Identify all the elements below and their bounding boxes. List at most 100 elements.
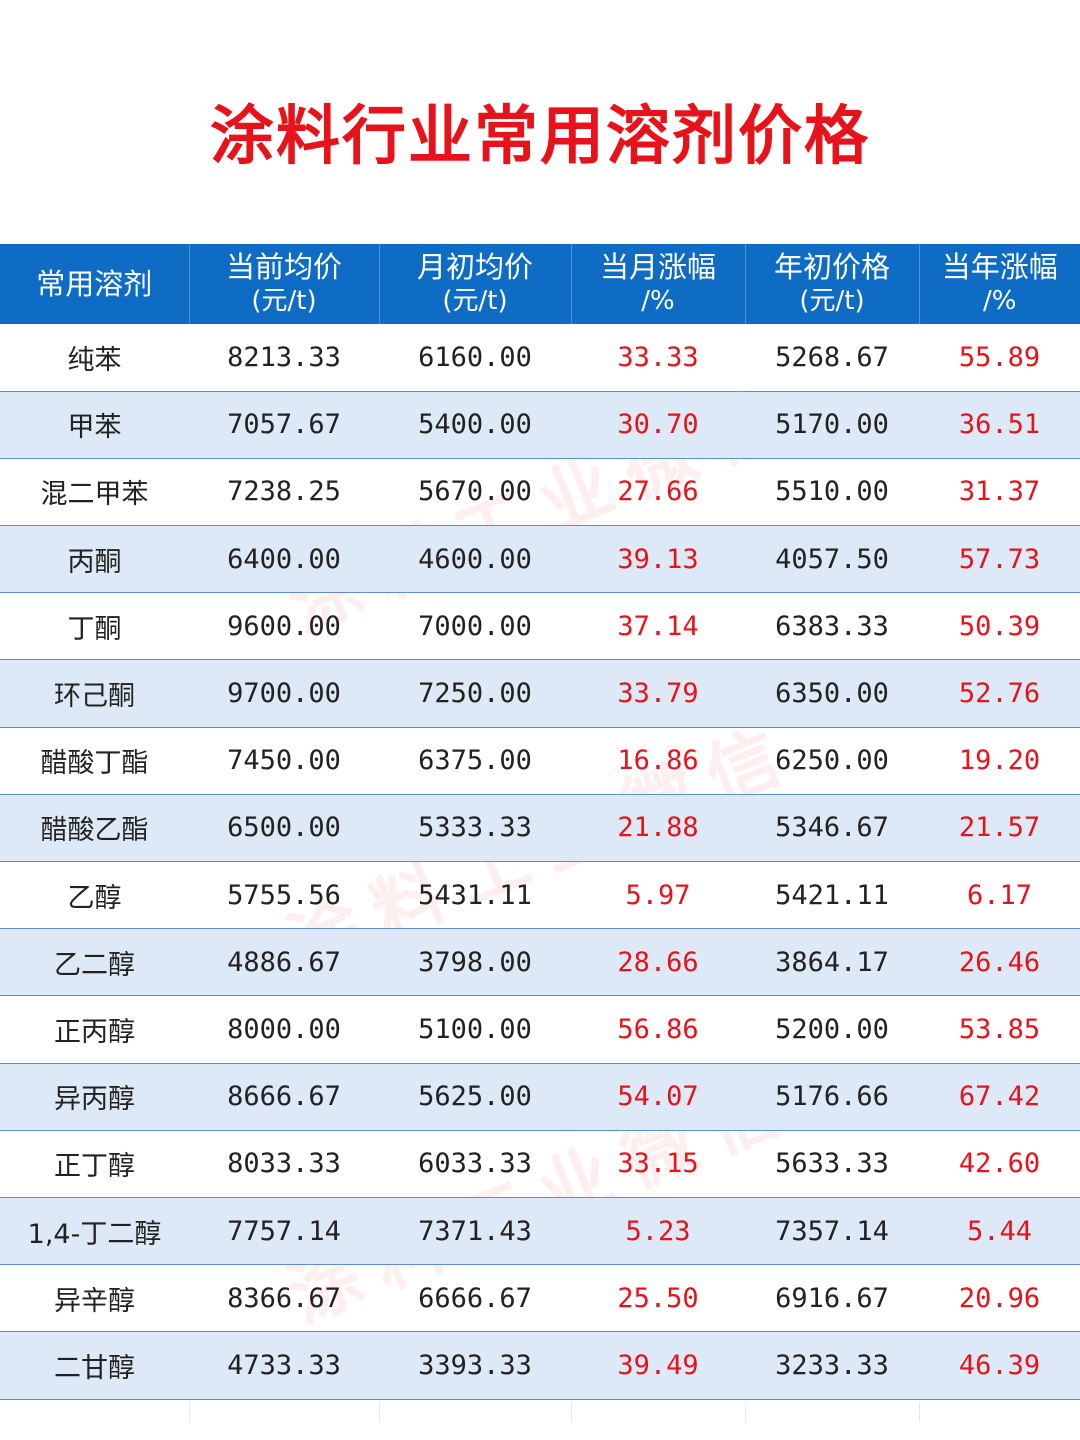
cell-year-change: 52.76: [919, 659, 1080, 728]
cell-month-change: 5.23: [571, 1197, 745, 1266]
cell-month-change: 39.49: [571, 1331, 745, 1400]
cell-year-change: 20.96: [919, 1264, 1080, 1333]
cell-solvent-name: 异辛醇: [0, 1264, 189, 1333]
cell-year-start-price: 3233.33: [745, 1331, 919, 1400]
cell-month-start-price: 6375.00: [379, 727, 571, 795]
column-divider: [919, 1402, 920, 1422]
cell-solvent-name: 异丙醇: [0, 1063, 189, 1131]
table-row: 醋酸丁酯 7450.00 6375.00 16.86 6250.00 19.20: [0, 727, 1080, 795]
cell-year-start-price: 5268.67: [745, 324, 919, 392]
cell-month-start-price: 5100.00: [379, 995, 571, 1064]
table-row: 醋酸乙酯 6500.00 5333.33 21.88 5346.67 21.57: [0, 794, 1080, 863]
table-row: 正丁醇 8033.33 6033.33 33.15 5633.33 42.60: [0, 1130, 1080, 1198]
cell-month-change: 5.97: [571, 861, 745, 930]
cell-current-price: 8033.33: [189, 1130, 379, 1198]
cell-current-price: 5755.56: [189, 861, 379, 930]
cell-month-start-price: 4600.00: [379, 525, 571, 594]
cell-solvent-name: 丙酮: [0, 525, 189, 594]
cell-year-start-price: 5421.11: [745, 861, 919, 930]
cell-month-start-price: 6160.00: [379, 324, 571, 392]
cell-solvent-name: 乙醇: [0, 861, 189, 930]
cell-current-price: 8213.33: [189, 324, 379, 392]
page-title: 涂料行业常用溶剂价格: [210, 100, 870, 174]
cell-month-change: 33.15: [571, 1130, 745, 1198]
cell-month-change: 33.33: [571, 324, 745, 392]
cell-solvent-name: 正丙醇: [0, 995, 189, 1064]
table-row: 正丙醇 8000.00 5100.00 56.86 5200.00 53.85: [0, 995, 1080, 1064]
cell-year-change: 19.20: [919, 727, 1080, 795]
cell-year-change: 21.57: [919, 794, 1080, 863]
cell-current-price: 9700.00: [189, 659, 379, 728]
cell-current-price: 8000.00: [189, 995, 379, 1064]
cell-month-start-price: 5431.11: [379, 861, 571, 930]
cell-current-price: 7450.00: [189, 727, 379, 795]
cell-year-change: 6.17: [919, 861, 1080, 930]
cell-current-price: 7057.67: [189, 391, 379, 459]
cell-month-change: 21.88: [571, 794, 745, 863]
table-row: 乙醇 5755.56 5431.11 5.97 5421.11 6.17: [0, 861, 1080, 930]
cell-current-price: 7757.14: [189, 1197, 379, 1266]
cell-year-start-price: 4057.50: [745, 525, 919, 594]
header-year-start-price: 年初价格 (元/t): [745, 244, 920, 324]
cell-year-start-price: 5510.00: [745, 458, 919, 527]
cell-year-change: 26.46: [919, 928, 1080, 997]
cell-month-change: 39.13: [571, 525, 745, 594]
cell-year-start-price: 5633.33: [745, 1130, 919, 1198]
cell-current-price: 6400.00: [189, 525, 379, 594]
cell-month-change: 28.66: [571, 928, 745, 997]
cell-month-change: 16.86: [571, 727, 745, 795]
cell-solvent-name: 醋酸丁酯: [0, 727, 189, 795]
header-current-price: 当前均价 (元/t): [189, 244, 380, 324]
cell-year-start-price: 5346.67: [745, 794, 919, 863]
header-month-start-price: 月初均价 (元/t): [379, 244, 572, 324]
cell-month-start-price: 3393.33: [379, 1331, 571, 1400]
solvent-price-table: 常用溶剂 当前均价 (元/t) 月初均价 (元/t) 当月涨幅/% 年初价格 (元/t…: [0, 244, 1080, 1400]
cell-year-change: 50.39: [919, 592, 1080, 661]
header-year-change: 当年涨幅/%: [919, 244, 1080, 324]
column-divider: [189, 1402, 190, 1422]
cell-month-start-price: 7250.00: [379, 659, 571, 728]
cell-month-change: 54.07: [571, 1063, 745, 1131]
cell-solvent-name: 甲苯: [0, 391, 189, 459]
cell-year-change: 31.37: [919, 458, 1080, 527]
table-row: 甲苯 7057.67 5400.00 30.70 5170.00 36.51: [0, 391, 1080, 459]
cell-month-start-price: 3798.00: [379, 928, 571, 997]
table-row: 丁酮 9600.00 7000.00 37.14 6383.33 50.39: [0, 592, 1080, 661]
header-month-change: 当月涨幅/%: [571, 244, 746, 324]
table-row: 乙二醇 4886.67 3798.00 28.66 3864.17 26.46: [0, 928, 1080, 997]
cell-solvent-name: 丁酮: [0, 592, 189, 661]
cell-year-change: 46.39: [919, 1331, 1080, 1400]
cell-year-start-price: 6350.00: [745, 659, 919, 728]
cell-year-start-price: 7357.14: [745, 1197, 919, 1266]
cell-month-start-price: 7000.00: [379, 592, 571, 661]
cell-year-start-price: 5176.66: [745, 1063, 919, 1131]
header-solvent: 常用溶剂: [0, 244, 190, 324]
cell-solvent-name: 醋酸乙酯: [0, 794, 189, 863]
cell-year-change: 55.89: [919, 324, 1080, 392]
column-divider: [379, 1402, 380, 1422]
cell-solvent-name: 正丁醇: [0, 1130, 189, 1198]
cell-month-change: 56.86: [571, 995, 745, 1064]
cell-month-start-price: 7371.43: [379, 1197, 571, 1266]
table-row: 混二甲苯 7238.25 5670.00 27.66 5510.00 31.37: [0, 458, 1080, 527]
cell-current-price: 8666.67: [189, 1063, 379, 1131]
cell-year-change: 57.73: [919, 525, 1080, 594]
cell-current-price: 7238.25: [189, 458, 379, 527]
cell-current-price: 4886.67: [189, 928, 379, 997]
cell-month-change: 33.79: [571, 659, 745, 728]
table-row: 环己酮 9700.00 7250.00 33.79 6350.00 52.76: [0, 659, 1080, 728]
column-divider: [745, 1402, 746, 1422]
cell-month-start-price: 5333.33: [379, 794, 571, 863]
cell-year-change: 5.44: [919, 1197, 1080, 1266]
cell-year-change: 53.85: [919, 995, 1080, 1064]
cell-year-change: 36.51: [919, 391, 1080, 459]
cell-month-start-price: 5625.00: [379, 1063, 571, 1131]
cell-month-start-price: 5670.00: [379, 458, 571, 527]
cell-solvent-name: 环己酮: [0, 659, 189, 728]
table-row: 纯苯 8213.33 6160.00 33.33 5268.67 55.89: [0, 324, 1080, 392]
cell-year-start-price: 6916.67: [745, 1264, 919, 1333]
cell-year-start-price: 5200.00: [745, 995, 919, 1064]
cell-current-price: 9600.00: [189, 592, 379, 661]
cell-month-change: 25.50: [571, 1264, 745, 1333]
table-row: 1,4-丁二醇 7757.14 7371.43 5.23 7357.14 5.44: [0, 1197, 1080, 1266]
